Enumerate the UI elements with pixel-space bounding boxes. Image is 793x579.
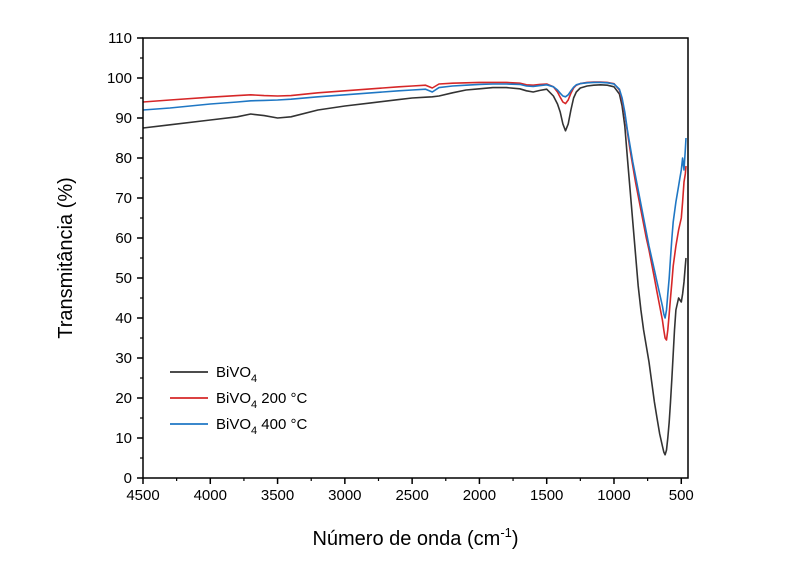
y-tick-label: 30 xyxy=(115,350,132,367)
legend-label-1: BiVO4 xyxy=(216,364,257,385)
y-tick-label: 10 xyxy=(115,430,132,447)
legend-label-suffix: 400 °C xyxy=(257,416,307,433)
x-tick-label: 3000 xyxy=(328,487,361,504)
axis-ticks xyxy=(137,37,683,484)
series-line-2 xyxy=(142,81,687,341)
x-axis-title-superscript: -1 xyxy=(500,525,512,540)
y-tick-label: 100 xyxy=(107,70,132,87)
y-tick-label: 50 xyxy=(115,270,132,287)
x-tick-label: 1000 xyxy=(597,487,630,504)
x-tick-label: 1500 xyxy=(530,487,563,504)
legend-label-main: BiVO xyxy=(216,390,251,407)
x-tick-label: 500 xyxy=(669,487,694,504)
y-axis-title: Transmitância (%) xyxy=(55,177,77,339)
series-line-3 xyxy=(142,81,687,319)
x-axis-title: Número de onda (cm-1) xyxy=(312,525,518,550)
axis-tick-labels: 4500 4000 3500 3000 2500 2000 1500 1000 500 0 10 20… xyxy=(107,30,694,504)
x-axis-title-main: Número de onda (cm xyxy=(312,528,500,550)
x-tick-label: 4500 xyxy=(126,487,159,504)
y-tick-label: 110 xyxy=(108,30,132,47)
y-tick-label: 70 xyxy=(115,190,132,207)
y-tick-label: 60 xyxy=(115,230,132,247)
series-lines xyxy=(142,81,687,456)
legend-label-main: BiVO xyxy=(216,416,251,433)
legend-label-suffix: 200 °C xyxy=(257,390,307,407)
legend-label-3: BiVO4 400 °C xyxy=(216,416,308,437)
x-tick-label: 2000 xyxy=(463,487,496,504)
y-tick-label: 80 xyxy=(115,150,132,167)
legend-label-subscript: 4 xyxy=(251,399,257,411)
y-tick-label: 90 xyxy=(115,110,132,127)
y-tick-label: 0 xyxy=(124,470,132,487)
x-tick-label: 2500 xyxy=(395,487,428,504)
x-axis-title-end: ) xyxy=(512,528,519,550)
x-tick-label: 3500 xyxy=(261,487,294,504)
legend-label-subscript: 4 xyxy=(251,425,257,437)
y-tick-label: 40 xyxy=(115,310,132,327)
plot-frame xyxy=(142,37,689,479)
legend-label-subscript: 4 xyxy=(251,373,257,385)
y-tick-label: 20 xyxy=(115,390,132,407)
x-tick-label: 4000 xyxy=(194,487,227,504)
legend-label-2: BiVO4 200 °C xyxy=(216,390,308,411)
legend-label-main: BiVO xyxy=(216,364,251,381)
series-line-1 xyxy=(142,84,687,456)
